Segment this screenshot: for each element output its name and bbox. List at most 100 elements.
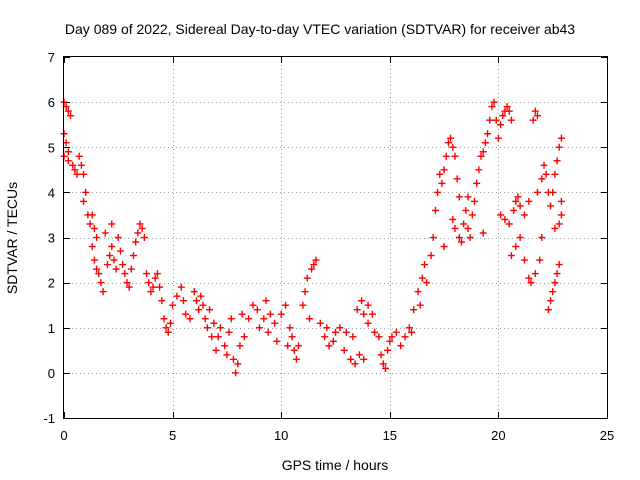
data-point bbox=[295, 342, 303, 350]
data-point bbox=[177, 283, 185, 291]
data-point bbox=[544, 306, 552, 314]
data-point bbox=[468, 211, 476, 219]
data-point bbox=[360, 355, 368, 363]
data-point bbox=[507, 252, 515, 260]
grid-lines bbox=[64, 57, 607, 418]
data-point bbox=[266, 310, 274, 318]
data-point bbox=[103, 261, 111, 269]
x-tick-label: 0 bbox=[60, 428, 67, 443]
data-point bbox=[375, 333, 383, 341]
data-point bbox=[492, 116, 500, 124]
data-point bbox=[533, 112, 541, 120]
data-point bbox=[201, 315, 209, 323]
data-point bbox=[364, 319, 372, 327]
data-point bbox=[97, 279, 105, 287]
data-point bbox=[93, 265, 101, 273]
data-point bbox=[516, 202, 524, 210]
data-point bbox=[173, 292, 181, 300]
data-point bbox=[169, 301, 177, 309]
data-point bbox=[208, 333, 216, 341]
data-point bbox=[455, 234, 463, 241]
data-point bbox=[381, 364, 389, 372]
data-point bbox=[449, 215, 457, 223]
data-point bbox=[377, 351, 385, 359]
data-point bbox=[551, 224, 559, 232]
data-point bbox=[553, 270, 561, 278]
data-point bbox=[110, 256, 118, 264]
data-point bbox=[153, 270, 161, 278]
data-point bbox=[321, 333, 329, 341]
data-point bbox=[429, 234, 437, 241]
data-point bbox=[438, 179, 446, 187]
data-point bbox=[214, 333, 222, 341]
data-point bbox=[132, 238, 140, 246]
data-point bbox=[288, 333, 296, 341]
data-point bbox=[238, 310, 246, 318]
data-point bbox=[486, 116, 494, 124]
data-point bbox=[82, 188, 90, 196]
data-point bbox=[505, 107, 513, 115]
data-point bbox=[434, 188, 442, 196]
data-point bbox=[151, 274, 159, 282]
data-point bbox=[547, 297, 555, 305]
data-point bbox=[67, 112, 75, 120]
data-point bbox=[531, 107, 539, 115]
data-point bbox=[442, 152, 450, 160]
data-point bbox=[501, 215, 509, 223]
data-point bbox=[490, 98, 498, 106]
data-point bbox=[203, 324, 211, 332]
data-point bbox=[440, 243, 448, 251]
data-point bbox=[505, 220, 513, 228]
data-point bbox=[555, 143, 563, 151]
data-point bbox=[93, 234, 101, 241]
data-point bbox=[260, 315, 268, 323]
data-point bbox=[349, 333, 357, 341]
data-point bbox=[158, 297, 166, 305]
data-point bbox=[223, 351, 231, 359]
y-axis-label: SDTVAR / TECUs bbox=[4, 182, 20, 294]
x-tick-label: 5 bbox=[169, 428, 176, 443]
data-point bbox=[342, 328, 350, 336]
data-point bbox=[95, 270, 103, 278]
y-tick-label: 7 bbox=[48, 50, 55, 65]
data-point bbox=[206, 306, 214, 314]
y-tick-label: 4 bbox=[48, 185, 55, 200]
x-tick-label: 25 bbox=[600, 428, 614, 443]
data-point bbox=[88, 211, 96, 219]
data-point bbox=[364, 301, 372, 309]
data-point bbox=[90, 224, 98, 232]
data-point bbox=[160, 315, 168, 323]
data-point bbox=[536, 256, 544, 264]
data-point bbox=[229, 355, 237, 363]
data-point bbox=[73, 170, 81, 178]
data-point bbox=[197, 292, 205, 300]
data-point bbox=[347, 355, 355, 363]
data-point bbox=[494, 134, 502, 142]
data-point bbox=[71, 166, 79, 174]
x-tick-labels: 0 5 10 15 20 25 bbox=[60, 428, 614, 443]
data-point bbox=[549, 288, 557, 296]
data-point bbox=[557, 134, 565, 142]
data-point bbox=[121, 270, 129, 278]
data-point bbox=[316, 319, 324, 327]
data-point bbox=[451, 224, 459, 232]
data-point bbox=[112, 265, 120, 273]
data-point bbox=[477, 152, 485, 160]
data-point bbox=[210, 319, 218, 327]
data-point bbox=[64, 157, 72, 165]
x-tick-label: 20 bbox=[491, 428, 505, 443]
data-point bbox=[423, 279, 431, 287]
data-point bbox=[510, 206, 518, 214]
data-point bbox=[555, 261, 563, 269]
data-point bbox=[414, 288, 422, 296]
data-point bbox=[143, 270, 151, 278]
data-point bbox=[551, 170, 559, 178]
data-point bbox=[447, 134, 455, 142]
data-point bbox=[520, 256, 528, 264]
data-point bbox=[240, 333, 248, 341]
data-point bbox=[516, 234, 524, 241]
data-point bbox=[292, 355, 300, 363]
data-point bbox=[514, 193, 522, 201]
data-point bbox=[418, 274, 426, 282]
data-point bbox=[186, 315, 194, 323]
